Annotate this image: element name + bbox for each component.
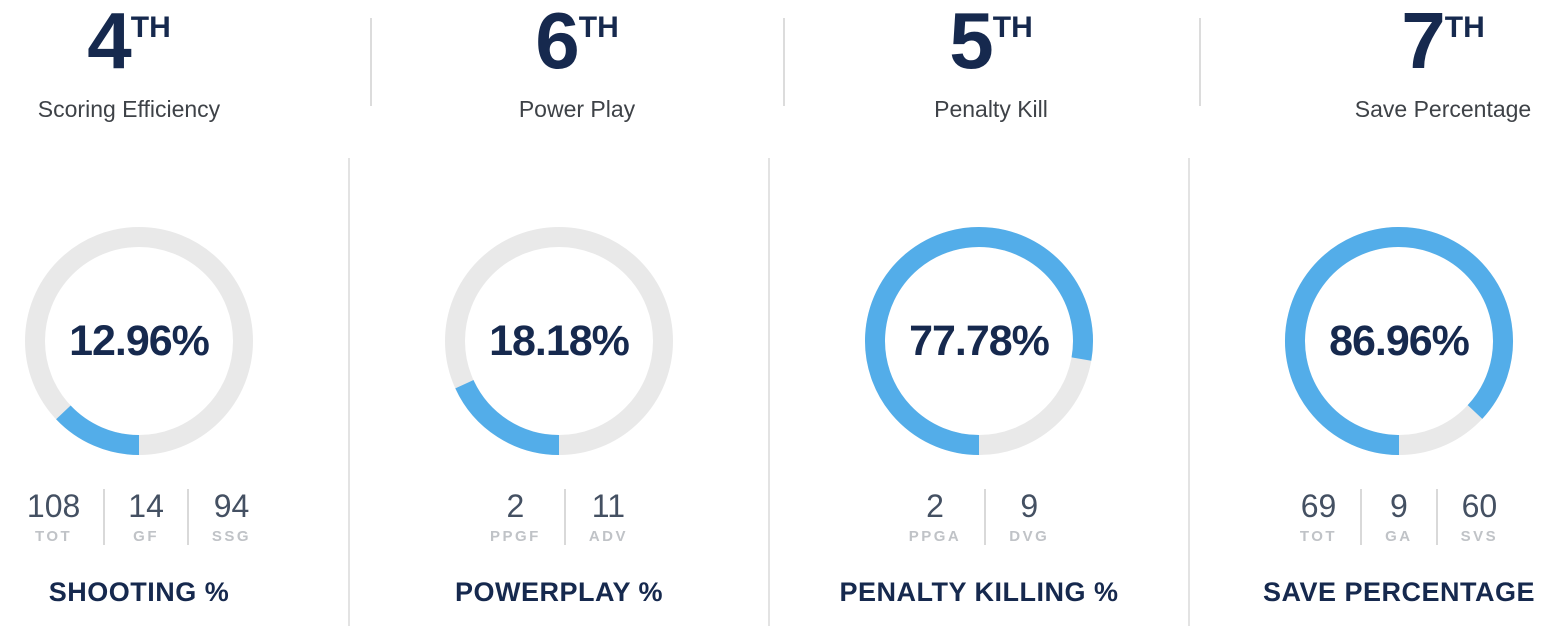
stat-value: 9 <box>1020 488 1039 524</box>
stat-label: GF <box>133 528 160 545</box>
rank-row: 7TH <box>1243 1 1544 81</box>
stat-item: 14 GF <box>105 489 187 545</box>
rank-number: 7 <box>1401 0 1445 85</box>
chart-column-divider <box>1188 158 1190 626</box>
metric-label: SHOOTING % <box>48 577 230 607</box>
stat-divider <box>1435 489 1438 545</box>
stat-item: 2 PPGA <box>886 489 985 545</box>
metric-label: POWERPLAY % <box>454 577 664 607</box>
stat-value: 9 <box>1389 488 1408 524</box>
rank-number: 4 <box>87 0 131 85</box>
header-scoring-efficiency: 4TH Scoring Efficiency <box>0 1 329 124</box>
stat-group: 69 TOT 9 GA 60 SVS <box>1189 489 1544 545</box>
header-penalty-kill: 5TH Penalty Kill <box>791 1 1191 124</box>
panel-powerplay: 18.18% 2 PPGF 11 ADV POWERPLAY % <box>349 0 769 626</box>
stat-label: SVS <box>1460 528 1499 545</box>
donut-progress-arc <box>455 379 560 455</box>
rank-row: 4TH <box>0 1 329 81</box>
stat-divider <box>103 489 106 545</box>
donut-progress-arc <box>865 227 1093 455</box>
rank-ordinal-suffix: TH <box>1444 11 1485 44</box>
chart-column-divider <box>348 158 350 626</box>
header-column-divider <box>1199 18 1201 106</box>
header-save-percentage: 7TH Save Percentage <box>1243 1 1544 124</box>
powerplay-donut-chart: 18.18% <box>444 226 674 456</box>
rank-row: 6TH <box>377 1 777 81</box>
stat-label: GA <box>1385 528 1413 545</box>
rank-title: Penalty Kill <box>934 96 1048 122</box>
stat-divider <box>186 489 189 545</box>
panel-penalty-killing: 77.78% 2 PPGA 9 DVG PENALTY KILLING % <box>769 0 1189 626</box>
shooting-donut-chart: 12.96% <box>24 226 254 456</box>
stat-label: SSG <box>211 528 252 545</box>
stat-value: 14 <box>128 488 164 524</box>
stat-item: 60 SVS <box>1438 489 1522 545</box>
stat-group: 2 PPGF 11 ADV <box>349 489 769 545</box>
rank-title: Power Play <box>518 96 636 122</box>
donut-progress-arc <box>56 405 140 455</box>
metric-label: SAVE PERCENTAGE <box>1262 577 1536 607</box>
rank-ordinal-suffix: TH <box>130 11 171 44</box>
stat-value: 69 <box>1300 488 1337 524</box>
rank-ordinal-suffix: TH <box>992 11 1033 44</box>
save-percentage-donut-chart: 86.96% <box>1284 226 1514 456</box>
header-power-play: 6TH Power Play <box>377 1 777 124</box>
rank-title: Save Percentage <box>1354 96 1532 122</box>
stat-label: PPGF <box>489 528 541 545</box>
stat-item: 69 TOT <box>1277 489 1360 545</box>
stat-divider <box>563 489 566 545</box>
stat-item: 11 ADV <box>566 489 651 545</box>
panel-shooting: 12.96% 108 TOT 14 GF 94 SSG SHOOTING % <box>0 0 349 626</box>
rank-number: 6 <box>535 0 579 85</box>
donut-progress-arc <box>1285 227 1513 455</box>
stat-value: 94 <box>213 488 250 524</box>
stat-group: 2 PPGA 9 DVG <box>769 489 1189 545</box>
panel-save-percentage: 86.96% 69 TOT 9 GA 60 SVS SAVE PERCENTAG… <box>1189 0 1544 626</box>
donut-percent-label: 77.78% <box>909 316 1050 365</box>
stat-item: 94 SSG <box>189 489 274 545</box>
stat-label: PPGA <box>908 528 962 545</box>
donut-percent-label: 86.96% <box>1329 316 1470 365</box>
chart-column-divider <box>768 158 770 626</box>
metric-label: PENALTY KILLING % <box>839 577 1119 607</box>
header-column-divider <box>783 18 785 106</box>
stat-value: 2 <box>506 488 525 524</box>
stat-value: 2 <box>926 488 944 524</box>
stat-group: 108 TOT 14 GF 94 SSG <box>0 489 349 545</box>
rank-row: 5TH <box>791 1 1191 81</box>
rank-number: 5 <box>949 0 993 85</box>
penalty-killing-donut-chart: 77.78% <box>864 226 1094 456</box>
donut-percent-label: 12.96% <box>69 316 210 365</box>
rank-title: Scoring Efficiency <box>37 96 221 122</box>
stat-value: 11 <box>591 488 626 524</box>
stat-item: 2 PPGF <box>467 489 564 545</box>
stat-value: 108 <box>26 488 81 524</box>
donut-svg <box>1285 227 1513 455</box>
header-column-divider <box>370 18 372 106</box>
donut-svg <box>25 227 253 455</box>
stat-item: 9 GA <box>1362 489 1436 545</box>
stat-value: 60 <box>1461 488 1498 524</box>
stat-divider <box>984 489 987 545</box>
stat-label: ADV <box>588 528 628 545</box>
rank-ordinal-suffix: TH <box>578 11 619 44</box>
stat-label: DVG <box>1009 528 1050 545</box>
donut-percent-label: 18.18% <box>489 316 630 365</box>
stat-label: TOT <box>34 528 73 545</box>
donut-svg <box>445 227 673 455</box>
stat-item: 108 TOT <box>4 489 103 545</box>
donut-svg <box>865 227 1093 455</box>
stat-item: 9 DVG <box>986 489 1072 545</box>
stat-divider <box>1360 489 1363 545</box>
stat-label: TOT <box>1299 528 1338 545</box>
